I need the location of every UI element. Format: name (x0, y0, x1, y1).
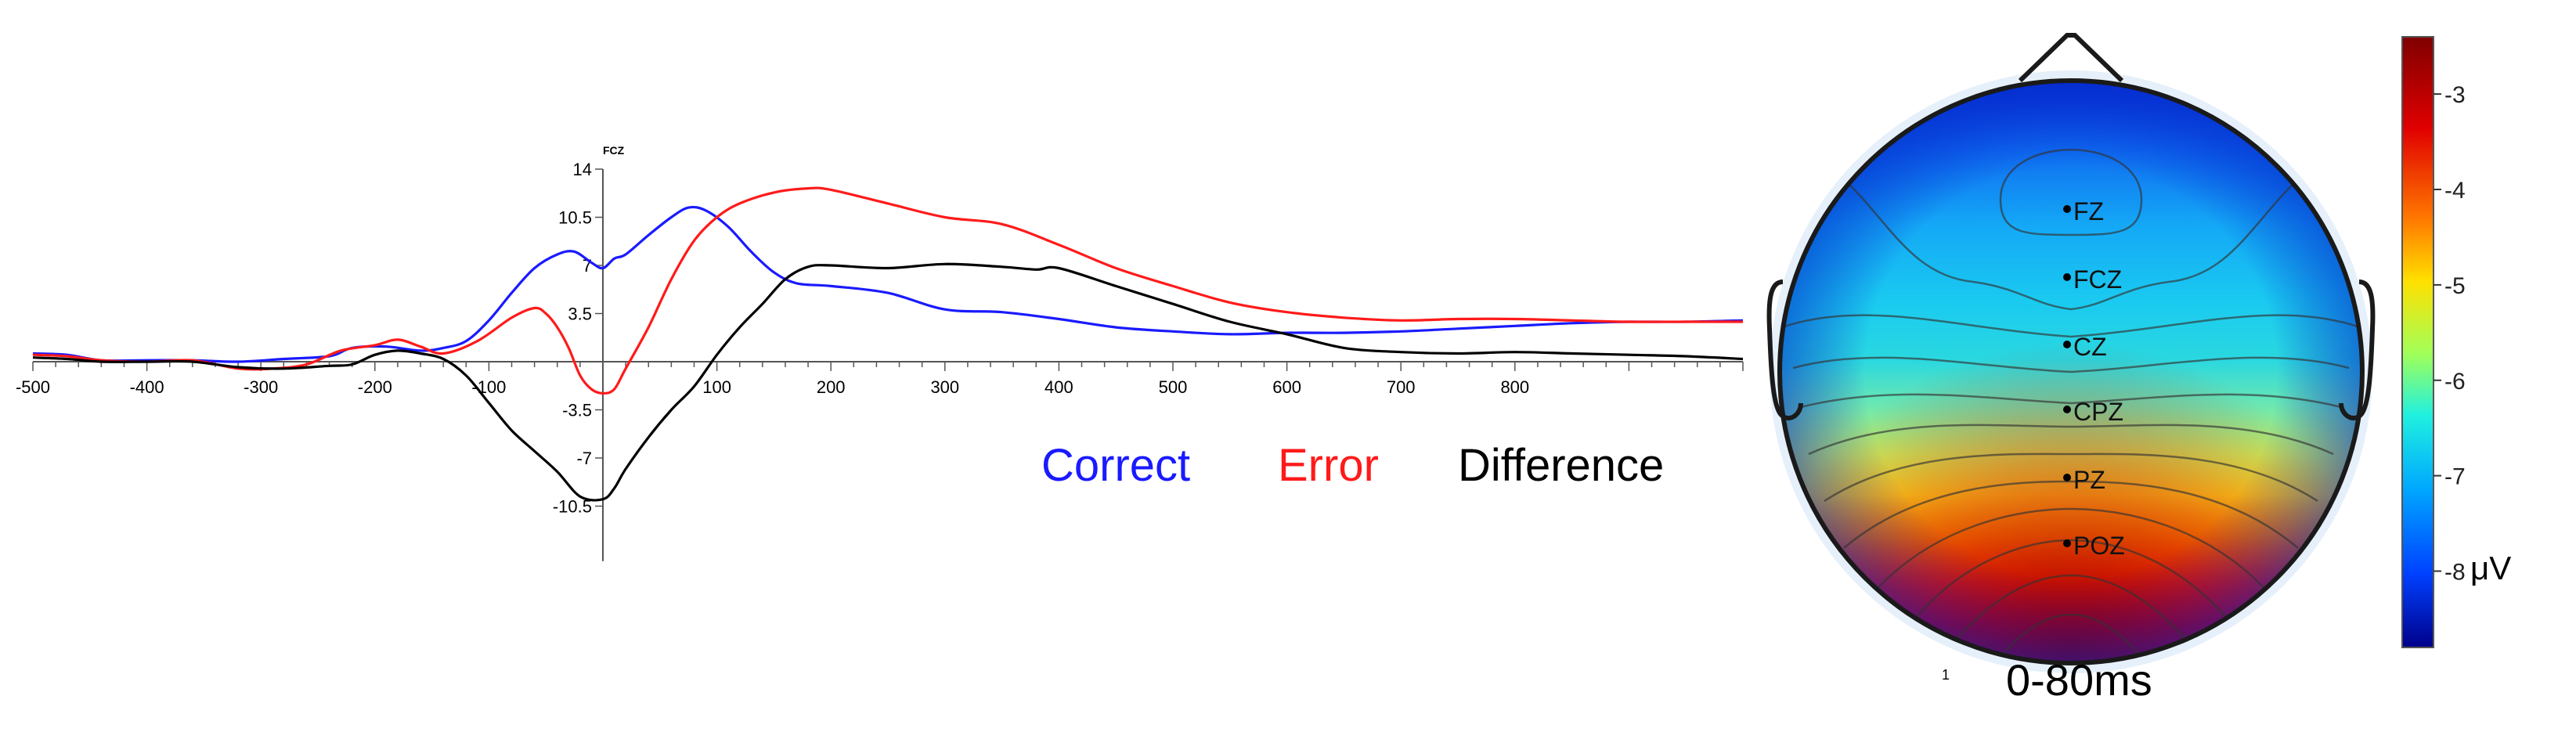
colorbar-tick-label: -5 (2444, 273, 2466, 299)
x-tick-label: -200 (358, 377, 392, 397)
erp-waveform-chart: FCZ -500 -400 -300 -200 -100 100 200 300 400 500 6… (16, 144, 1744, 561)
legend-entry-correct: Correct (1041, 440, 1190, 491)
legend-entry-difference: Difference (1458, 440, 1664, 491)
right-ear-outline (2339, 279, 2376, 420)
head-outline (1766, 33, 2376, 665)
electrode-dot-poz (2063, 539, 2071, 547)
y-tick-label: 10.5 (558, 208, 592, 228)
x-axis: -500 -400 -300 -200 -100 100 200 300 400 500 600 70… (16, 361, 1744, 397)
x-tick-label: 700 (1387, 377, 1416, 397)
electrode-label-poz: POZ (2073, 532, 2125, 560)
contour-lines (1781, 147, 2361, 662)
colorbar-ticks: -3 -4 -5 -6 -7 -8 (2433, 82, 2466, 586)
electrode-dot-pz (2063, 474, 2071, 481)
electrode-label-cpz: CPZ (2073, 398, 2123, 426)
electrode-dot-cz (2063, 341, 2071, 348)
colorbar-tick-label: -6 (2444, 369, 2466, 395)
x-tick-label: 400 (1044, 377, 1073, 397)
left-ear-outline (1766, 279, 1803, 420)
x-tick-label: 200 (817, 377, 846, 397)
channel-label: FCZ (603, 144, 625, 157)
x-tick-label: -400 (130, 377, 164, 397)
legend-entry-error: Error (1278, 440, 1379, 491)
electrode-label-cz: CZ (2073, 333, 2107, 361)
y-tick-label: 14 (573, 160, 592, 179)
x-tick-label: 800 (1500, 377, 1529, 397)
colorbar: -3 -4 -5 -6 -7 -8 μV (2401, 36, 2511, 648)
electrode-label-fcz: FCZ (2073, 265, 2122, 294)
electrode-dot-fcz (2063, 273, 2071, 281)
colorbar-tick-label: -3 (2444, 82, 2466, 108)
nose-outline (2018, 33, 2124, 83)
electrode-label-pz: PZ (2073, 466, 2105, 494)
colorbar-tick-label: -8 (2444, 560, 2466, 586)
x-tick-label: -500 (16, 377, 50, 397)
electrode-dot-fz (2063, 205, 2071, 213)
series-line-difference (32, 262, 1744, 502)
x-tick-label: 600 (1272, 377, 1301, 397)
electrode-markers: FZ FCZ CZ CPZ PZ POZ (2063, 197, 2125, 560)
topography-caption: 0-80ms (2006, 655, 2152, 705)
scalp-topography: FZ FCZ CZ CPZ PZ POZ (1766, 33, 2376, 673)
colorbar-tick-label: -4 (2444, 178, 2466, 204)
small-mark: 1 (1942, 667, 1950, 683)
x-tick-label: -300 (244, 377, 278, 397)
series-line-error (32, 186, 1743, 395)
series-line-correct (32, 205, 1744, 363)
y-tick-label: -3.5 (562, 400, 592, 420)
colorbar-scale (2401, 36, 2434, 648)
topography-map (1781, 82, 2361, 662)
y-tick-label: 3.5 (568, 305, 592, 324)
electrode-label-fz: FZ (2073, 197, 2104, 225)
x-tick-label: 100 (702, 377, 731, 397)
y-tick-label: -7 (576, 449, 592, 468)
electrode-dot-cpz (2063, 406, 2071, 413)
x-tick-label: 500 (1159, 377, 1188, 397)
x-tick-label: 300 (930, 377, 959, 397)
legend: Correct Error Difference (1041, 440, 1664, 491)
colorbar-unit: μV (2470, 550, 2511, 586)
series-layer (32, 186, 1744, 502)
colorbar-tick-label: -7 (2444, 464, 2466, 490)
